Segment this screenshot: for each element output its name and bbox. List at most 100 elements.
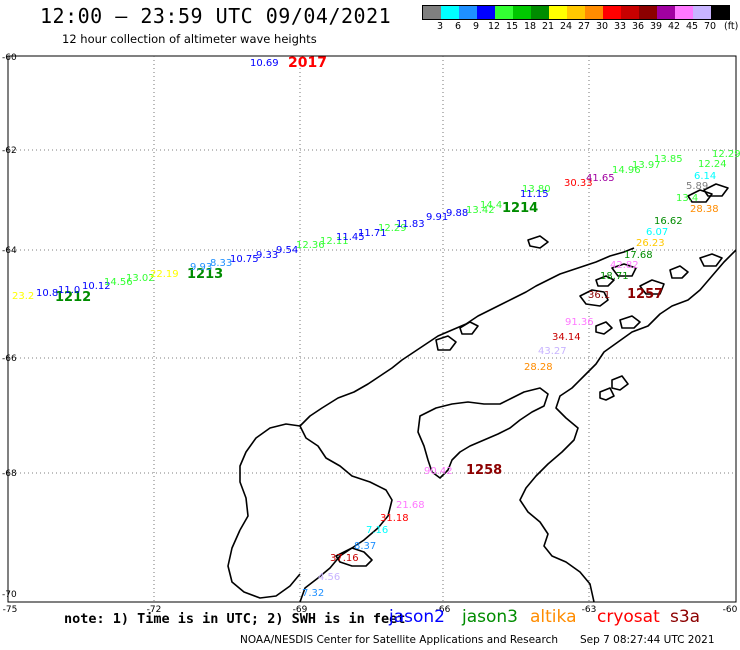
map-frame bbox=[7, 55, 737, 603]
lon-label: -66 bbox=[435, 605, 451, 615]
wave-height-value: 17.68 bbox=[624, 250, 653, 261]
lat-label: -68 bbox=[2, 469, 17, 479]
wave-height-value: 13.97 bbox=[632, 160, 661, 171]
legend-swatch bbox=[693, 6, 711, 19]
wave-height-value: 31.18 bbox=[380, 513, 409, 524]
legend-tick-label: 6 bbox=[454, 21, 462, 32]
note-text: note: 1) Time is in UTC; 2) SWH is in fe… bbox=[64, 611, 406, 627]
lat-label: -64 bbox=[2, 246, 17, 256]
satellite-name: s3a bbox=[670, 607, 701, 627]
island-4 bbox=[579, 289, 609, 307]
legend-tick-label: 45 bbox=[685, 21, 699, 32]
legend-swatch bbox=[567, 6, 585, 19]
wave-height-value: 12.36 bbox=[296, 240, 325, 251]
wave-height-value: 42.82 bbox=[610, 260, 639, 271]
wave-height-value: 6.14 bbox=[694, 171, 716, 182]
legend-swatch bbox=[711, 6, 729, 19]
wave-height-value: 13.85 bbox=[654, 154, 683, 165]
south-bay-coast bbox=[227, 529, 301, 599]
legend-tick-label: 3 bbox=[436, 21, 444, 32]
inner-coast-loop bbox=[417, 387, 549, 479]
legend-tick-label: 21 bbox=[541, 21, 555, 32]
legend-tick-label: 39 bbox=[649, 21, 663, 32]
wave-height-value: 90.42 bbox=[424, 466, 453, 477]
legend-color-bar bbox=[422, 5, 730, 20]
wave-height-value: 14.96 bbox=[612, 165, 641, 176]
wave-height-value: 11.45 bbox=[336, 232, 365, 243]
wave-height-value: 13.80 bbox=[522, 184, 551, 195]
track-number-labels: 10.69 2017 1214 1213 1212 1257 1258 bbox=[55, 55, 663, 478]
wave-height-value: 6.07 bbox=[646, 227, 668, 238]
coastline bbox=[227, 183, 737, 603]
wave-height-value: 8.33 bbox=[210, 258, 232, 269]
island-2 bbox=[435, 335, 457, 351]
wave-height-value: 26.23 bbox=[636, 238, 665, 249]
peninsula-west-coast bbox=[299, 247, 635, 603]
wave-height-value: 37.16 bbox=[330, 553, 359, 564]
wave-height-value: 13.4 bbox=[676, 193, 698, 204]
wave-height-value: 23.2 bbox=[12, 291, 34, 302]
wave-height-value: 34.14 bbox=[552, 332, 581, 343]
island-1 bbox=[335, 547, 373, 567]
map-title: 12:00 – 23:59 UTC 09/04/2021 bbox=[40, 4, 392, 28]
legend-swatch bbox=[603, 6, 621, 19]
island-15 bbox=[599, 387, 615, 401]
footer-timestamp: Sep 7 08:27:44 UTC 2021 bbox=[580, 634, 715, 646]
lon-label: -63 bbox=[581, 605, 597, 615]
lat-label: -66 bbox=[2, 354, 17, 364]
legend-tick-label: 42 bbox=[667, 21, 681, 32]
wave-height-value: 11.71 bbox=[358, 228, 387, 239]
wave-height-value: 9.91 bbox=[426, 212, 448, 223]
legend-swatch bbox=[549, 6, 567, 19]
wave-height-value: 10.8 bbox=[36, 288, 58, 299]
lon-label: -72 bbox=[146, 605, 162, 615]
legend-swatch bbox=[441, 6, 459, 19]
footer-credit: NOAA/NESDIS Center for Satellite Applica… bbox=[240, 634, 558, 646]
lon-label: -75 bbox=[2, 605, 18, 615]
legend-tick-label: 12 bbox=[487, 21, 501, 32]
legend-tick-label: 33 bbox=[613, 21, 627, 32]
wave-height-value: 13.42 bbox=[466, 205, 495, 216]
wave-height-value: 18.71 bbox=[600, 271, 629, 282]
wave-height-value: 11.0 bbox=[58, 285, 80, 296]
island-5 bbox=[611, 263, 637, 277]
peninsula-east-coast bbox=[519, 249, 737, 603]
legend-swatch bbox=[657, 6, 675, 19]
satellite-name: altika bbox=[530, 607, 577, 627]
wave-height-value: 14.56 bbox=[104, 277, 133, 288]
wave-height-value: 14.4 bbox=[480, 200, 502, 211]
legend-unit: (ft) bbox=[724, 21, 739, 32]
legend-tick-label: 15 bbox=[505, 21, 519, 32]
wave-height-value: 28.38 bbox=[690, 204, 719, 215]
legend-tick-label: 9 bbox=[472, 21, 480, 32]
island-16 bbox=[527, 235, 549, 249]
legend-swatch bbox=[621, 6, 639, 19]
lon-label: -69 bbox=[292, 605, 308, 615]
legend-swatch bbox=[585, 6, 603, 19]
island-8 bbox=[669, 265, 689, 279]
wave-height-value: 12.29 bbox=[378, 223, 407, 234]
satellite-name: jason2 bbox=[389, 607, 445, 627]
satellite-name: jason3 bbox=[462, 607, 518, 627]
wave-height-value: 7.16 bbox=[366, 525, 388, 536]
wave-height-value: 9.88 bbox=[446, 208, 468, 219]
island-14 bbox=[611, 375, 629, 391]
alexander-island-coast bbox=[239, 423, 301, 531]
wave-height-value: 8.37 bbox=[354, 541, 376, 552]
wave-height-value: 12.29 bbox=[712, 149, 740, 160]
legend-swatch bbox=[531, 6, 549, 19]
legend-tick-label: 27 bbox=[577, 21, 591, 32]
wave-height-value: 4.56 bbox=[318, 572, 340, 583]
wave-height-value: 30.33 bbox=[564, 178, 593, 189]
wave-height-value: 12.24 bbox=[698, 159, 727, 170]
wave-height-value: 10.12 bbox=[82, 281, 111, 292]
track-number-label: 1258 bbox=[466, 463, 502, 478]
map-subtitle: 12 hour collection of altimeter wave hei… bbox=[62, 32, 317, 46]
legend-tick-label: 18 bbox=[523, 21, 537, 32]
island-11 bbox=[703, 183, 729, 197]
legend-swatch bbox=[639, 6, 657, 19]
wave-height-value: 41.65 bbox=[586, 173, 615, 184]
wave-height-value: 43.27 bbox=[538, 346, 567, 357]
